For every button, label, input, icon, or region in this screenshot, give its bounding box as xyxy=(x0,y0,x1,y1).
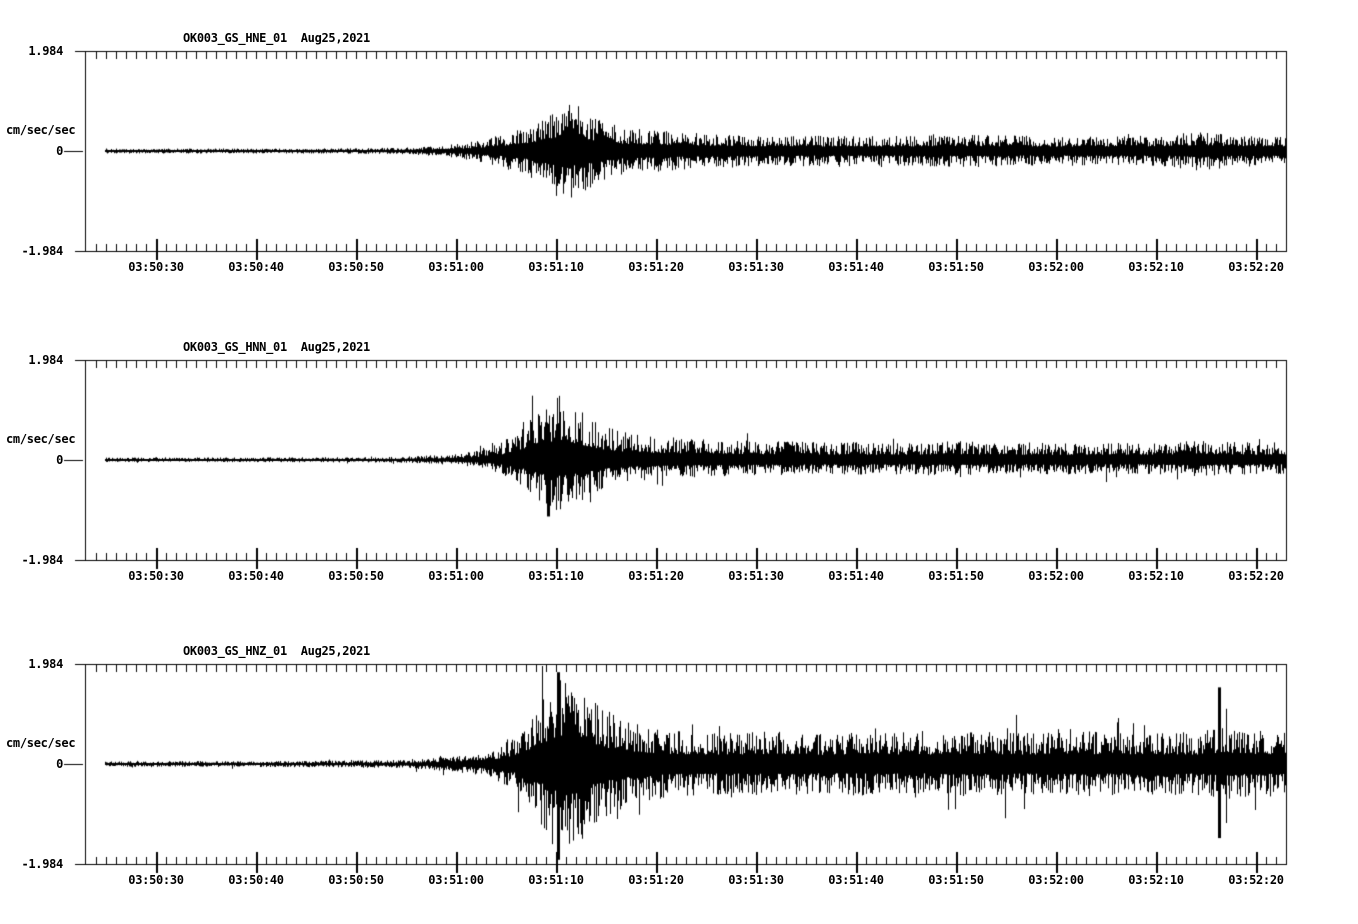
x-tick-label: 03:51:00 xyxy=(428,873,484,887)
x-tick-label: 03:52:20 xyxy=(1228,260,1284,274)
x-tick-label: 03:50:30 xyxy=(128,260,184,274)
x-tick-label: 03:51:50 xyxy=(928,569,984,583)
waveform-canvas-hnz xyxy=(0,653,1358,879)
x-tick-label: 03:51:30 xyxy=(728,873,784,887)
x-tick-label: 03:50:50 xyxy=(328,569,384,583)
waveform-panel-hne: OK003_GS_HNE_01 Aug25,2021 1.984 cm/sec/… xyxy=(0,0,1358,308)
x-tick-label: 03:50:50 xyxy=(328,873,384,887)
x-tick-label: 03:51:40 xyxy=(828,569,884,583)
x-tick-label: 03:52:00 xyxy=(1028,260,1084,274)
x-tick-label: 03:50:30 xyxy=(128,873,184,887)
x-tick-label: 03:51:10 xyxy=(528,260,584,274)
x-tick-label: 03:52:00 xyxy=(1028,873,1084,887)
x-tick-label: 03:51:10 xyxy=(528,873,584,887)
x-tick-label: 03:50:40 xyxy=(228,260,284,274)
x-tick-label: 03:51:10 xyxy=(528,569,584,583)
x-tick-label: 03:52:00 xyxy=(1028,569,1084,583)
x-tick-label: 03:50:40 xyxy=(228,569,284,583)
x-tick-label: 03:52:10 xyxy=(1128,260,1184,274)
x-tick-label: 03:50:30 xyxy=(128,569,184,583)
x-tick-label: 03:50:40 xyxy=(228,873,284,887)
x-tick-label: 03:51:50 xyxy=(928,260,984,274)
x-tick-label: 03:51:20 xyxy=(628,260,684,274)
x-tick-label: 03:52:20 xyxy=(1228,569,1284,583)
x-tick-label: 03:52:10 xyxy=(1128,569,1184,583)
x-tick-label: 03:51:30 xyxy=(728,260,784,274)
x-tick-label: 03:52:20 xyxy=(1228,873,1284,887)
x-tick-label: 03:51:40 xyxy=(828,873,884,887)
waveform-panel-hnn: OK003_GS_HNN_01 Aug25,2021 1.984 cm/sec/… xyxy=(0,309,1358,617)
x-tick-label: 03:51:20 xyxy=(628,873,684,887)
x-tick-label: 03:51:40 xyxy=(828,260,884,274)
x-tick-label: 03:51:30 xyxy=(728,569,784,583)
waveform-canvas-hnn xyxy=(0,349,1358,575)
waveform-canvas-hne xyxy=(0,40,1358,266)
x-tick-label: 03:51:00 xyxy=(428,569,484,583)
x-tick-label: 03:51:50 xyxy=(928,873,984,887)
x-tick-label: 03:51:00 xyxy=(428,260,484,274)
waveform-panel-hnz: OK003_GS_HNZ_01 Aug25,2021 1.984 cm/sec/… xyxy=(0,613,1358,921)
x-tick-label: 03:50:50 xyxy=(328,260,384,274)
x-tick-label: 03:51:20 xyxy=(628,569,684,583)
x-tick-label: 03:52:10 xyxy=(1128,873,1184,887)
